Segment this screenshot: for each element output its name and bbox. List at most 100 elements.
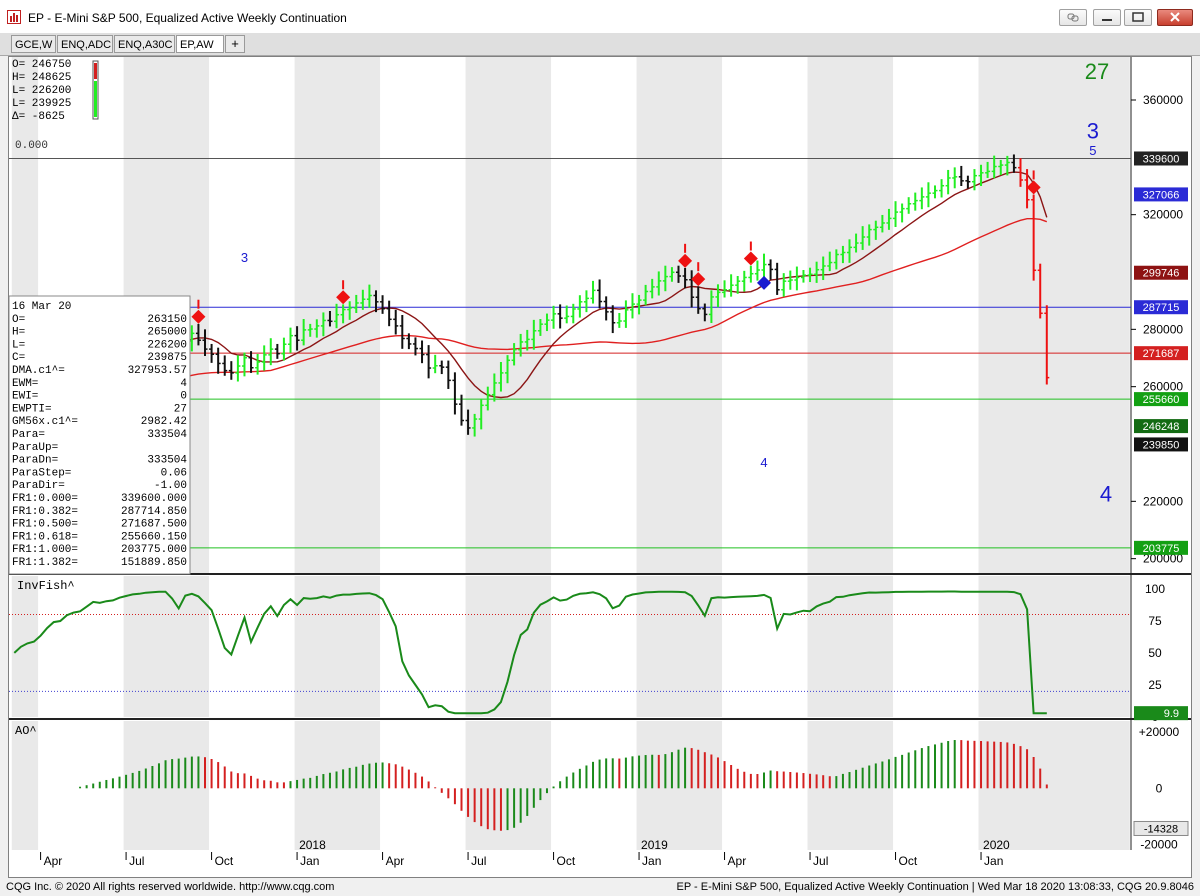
wave-label: 4 bbox=[760, 455, 767, 470]
price-bar bbox=[426, 345, 432, 379]
price-bar bbox=[399, 315, 405, 349]
tab-gce-w[interactable]: GCE,W bbox=[11, 35, 56, 53]
price-bar bbox=[886, 208, 892, 230]
price-bar bbox=[774, 262, 780, 295]
close-icon bbox=[1170, 12, 1180, 22]
link-button[interactable] bbox=[1059, 9, 1087, 26]
sell-signal-marker bbox=[678, 253, 693, 268]
price-bar bbox=[366, 284, 372, 308]
price-bar bbox=[281, 337, 287, 361]
price-bar bbox=[1017, 158, 1023, 187]
price-bar bbox=[636, 294, 642, 315]
data-window-value: 271687.500 bbox=[121, 519, 187, 531]
month-label: Jul bbox=[129, 854, 144, 868]
chart-canvas[interactable]: 34354270.0003600003200002800002600002200… bbox=[9, 57, 1191, 877]
data-window-key: FR1:1.000= bbox=[12, 544, 78, 556]
ao-title: AO^ bbox=[15, 724, 37, 738]
price-bar bbox=[406, 333, 412, 350]
price-bar bbox=[971, 169, 977, 191]
price-bar bbox=[288, 327, 293, 353]
price-bar bbox=[728, 274, 734, 297]
data-window-key: Para= bbox=[12, 429, 45, 441]
price-bar bbox=[360, 289, 366, 310]
close-button[interactable] bbox=[1157, 9, 1193, 26]
price-bar bbox=[340, 304, 346, 324]
price-bar bbox=[551, 305, 557, 329]
add-tab-button[interactable]: + bbox=[225, 35, 245, 53]
month-label: Oct bbox=[215, 854, 234, 868]
sell-signal-marker bbox=[336, 290, 351, 305]
price-bar bbox=[866, 224, 872, 246]
chart-area[interactable]: 3 4 3 5 4 27 0.000 360000 320000 280000 260000 2200… bbox=[8, 56, 1192, 878]
price-bar bbox=[754, 260, 760, 281]
data-window-value: 0.06 bbox=[161, 467, 187, 479]
price-bar bbox=[498, 362, 504, 392]
price-badge-label: 271687 bbox=[1143, 348, 1180, 360]
price-bar bbox=[320, 312, 326, 337]
data-window-key: FR1:0.382= bbox=[12, 506, 78, 518]
price-bar bbox=[722, 280, 728, 298]
tab-ep-aw[interactable]: EP,AW bbox=[176, 35, 224, 53]
price-bar bbox=[393, 309, 399, 335]
price-bar bbox=[925, 182, 931, 208]
month-label: Apr bbox=[386, 854, 405, 868]
zero-label: 0.000 bbox=[15, 140, 48, 152]
tab-enq-adc[interactable]: ENQ,ADC bbox=[57, 35, 113, 53]
sell-signal-marker bbox=[691, 272, 706, 287]
data-window-key: ParaStep= bbox=[12, 467, 71, 479]
month-label: Oct bbox=[899, 854, 918, 868]
data-window-key: ParaDn= bbox=[12, 455, 58, 467]
maximize-button[interactable] bbox=[1124, 9, 1152, 26]
price-bar bbox=[656, 271, 662, 296]
sell-signal-marker bbox=[191, 309, 206, 324]
price-bar bbox=[386, 300, 392, 327]
price-bar bbox=[511, 343, 517, 366]
price-bar bbox=[557, 304, 563, 329]
data-window: 16 Mar 20O= 263150 H= 265000 L= 226200 C= 23987… bbox=[9, 295, 191, 575]
data-window-value: 4 bbox=[180, 378, 187, 390]
data-window-value: 333504 bbox=[147, 429, 187, 441]
buy-signal-marker bbox=[757, 275, 772, 290]
ao-current-label: -14328 bbox=[1144, 823, 1178, 835]
ohlc-line: L= 226200 bbox=[12, 85, 71, 97]
time-axis-bg bbox=[9, 852, 1191, 877]
data-window-value: 333504 bbox=[147, 455, 187, 467]
price-bar bbox=[899, 203, 905, 223]
minimize-button[interactable] bbox=[1093, 9, 1121, 26]
data-window-value: -1.00 bbox=[154, 480, 187, 492]
month-label: Jan bbox=[642, 854, 661, 868]
price-bar bbox=[274, 343, 280, 359]
price-bar bbox=[991, 155, 997, 179]
data-window-key: 16 Mar 20 bbox=[12, 301, 71, 313]
data-window-key: H= bbox=[12, 327, 25, 339]
price-bar bbox=[307, 323, 313, 337]
price-bar bbox=[945, 169, 951, 195]
price-badge: 203775 bbox=[1134, 540, 1188, 555]
data-window-key: L= bbox=[12, 339, 25, 351]
price-bar bbox=[301, 319, 307, 346]
price-bar bbox=[1024, 169, 1030, 209]
price-bar bbox=[787, 270, 793, 290]
price-bar bbox=[478, 398, 484, 430]
price-badge: 239850 bbox=[1134, 437, 1188, 452]
price-bar bbox=[893, 201, 899, 227]
year-label: 2020 bbox=[983, 838, 1010, 852]
price-badge-box bbox=[1134, 151, 1188, 166]
price-bar bbox=[669, 267, 675, 282]
ohlc-gauge-green bbox=[94, 81, 97, 117]
price-badge-box bbox=[1134, 187, 1188, 202]
ohlc-gauge-red bbox=[94, 63, 97, 79]
price-bar bbox=[807, 267, 813, 283]
price-bar bbox=[610, 305, 616, 334]
tab-enq-a30c[interactable]: ENQ,A30C bbox=[114, 35, 175, 53]
price-bar bbox=[1011, 154, 1017, 173]
price-bar bbox=[603, 296, 609, 321]
price-bar bbox=[261, 345, 267, 371]
data-window-key: ParaDir= bbox=[12, 480, 65, 492]
price-bar bbox=[761, 253, 767, 279]
data-window-value: 339600.000 bbox=[121, 493, 187, 505]
data-window-key: EWM= bbox=[12, 378, 38, 390]
data-window-value: 265000 bbox=[147, 327, 187, 339]
ohlc-line: L= 239925 bbox=[12, 98, 71, 110]
